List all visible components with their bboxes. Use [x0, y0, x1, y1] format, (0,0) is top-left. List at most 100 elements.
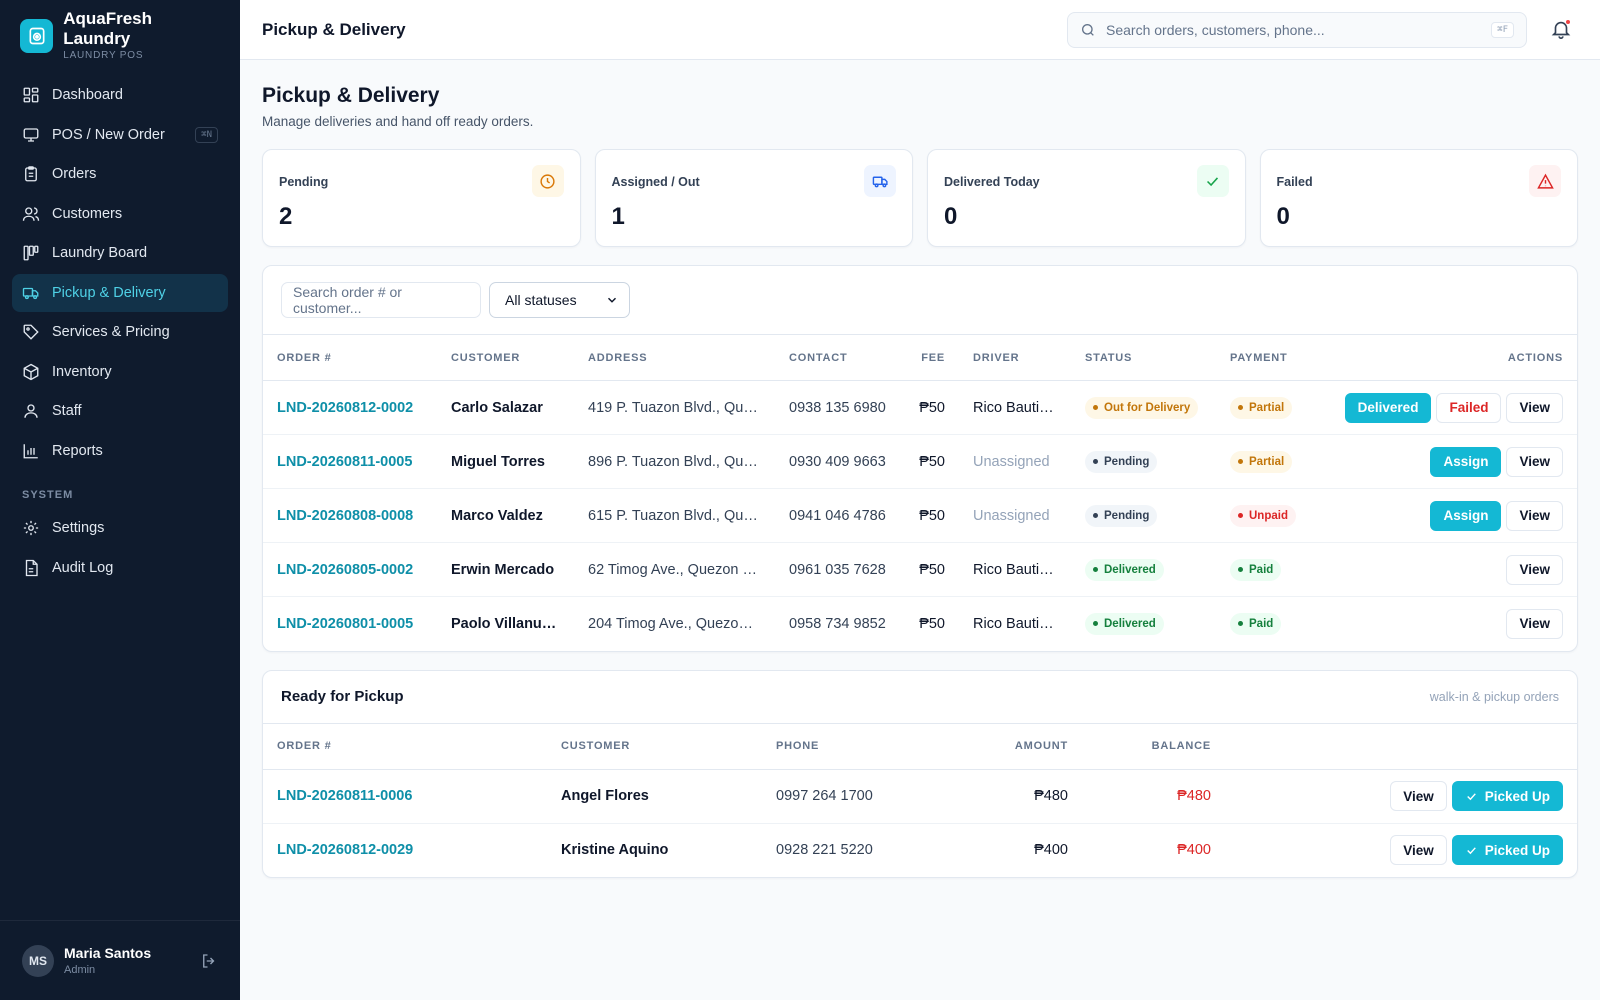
brand-subtitle: LAUNDRY POS: [63, 50, 144, 61]
driver: Unassigned: [959, 488, 1071, 543]
sidebar-item-services-pricing[interactable]: Services & Pricing: [12, 313, 228, 351]
view-button[interactable]: View: [1506, 446, 1563, 477]
payment-badge: Unpaid: [1230, 504, 1296, 527]
address: 204 Timog Ave., Quezon City: [588, 615, 775, 632]
column-header[interactable]: FEE: [905, 334, 959, 381]
balance: ₱400: [1177, 842, 1211, 859]
view-button[interactable]: View: [1390, 781, 1447, 811]
stat-value: 1: [611, 203, 625, 230]
sidebar-item-label: Dashboard: [52, 87, 123, 103]
column-header[interactable]: AMOUNT: [942, 722, 1082, 770]
column-header[interactable]: PAYMENT: [1216, 334, 1314, 381]
balance: ₱480: [1082, 769, 1225, 824]
customer-name: Kristine Aquino: [561, 842, 669, 859]
column-header[interactable]: CONTACT: [775, 334, 905, 381]
view-button[interactable]: View: [1390, 835, 1447, 866]
assign-button[interactable]: Assign: [1430, 446, 1502, 477]
sidebar-item-orders[interactable]: Orders: [12, 155, 228, 193]
view-button[interactable]: View: [1506, 392, 1563, 423]
stat-label: Failed: [1276, 175, 1313, 189]
order-link[interactable]: LND-20260812-0002: [263, 380, 437, 435]
mark-failed-button[interactable]: Failed: [1436, 392, 1502, 423]
sidebar-item-pos[interactable]: POS / New Order ⌘N: [12, 116, 228, 154]
sidebar-item-label: POS / New Order: [52, 126, 165, 143]
stat-value: 0: [1276, 203, 1290, 230]
picked-up-button[interactable]: Picked Up: [1451, 781, 1563, 811]
customer-name: Angel Flores: [547, 769, 762, 824]
picked-up-button[interactable]: Picked Up: [1451, 835, 1563, 866]
check-icon: [1196, 165, 1229, 197]
topbar-title: Pickup & Delivery: [262, 19, 406, 39]
status-badge: Delivered: [1085, 558, 1164, 581]
truck-icon: [22, 287, 39, 299]
customer-name: Carlo Salazar: [437, 380, 574, 435]
column-header[interactable]: BALANCE: [1082, 722, 1225, 770]
column-header[interactable]: CUSTOMER: [437, 334, 574, 381]
sidebar: AquaFresh Laundry LAUNDRY POS Dashboard …: [0, 0, 240, 1000]
view-button[interactable]: View: [1506, 608, 1563, 639]
logout-icon[interactable]: [200, 952, 218, 970]
order-link[interactable]: LND-20260808-0008: [263, 488, 437, 543]
column-header[interactable]: PHONE: [762, 722, 942, 770]
fee: ₱50: [905, 434, 959, 489]
status-filter-select[interactable]: All statuses: [489, 282, 630, 318]
status-badge: Out for Delivery: [1085, 396, 1199, 419]
view-button[interactable]: View: [1506, 500, 1563, 531]
assign-button[interactable]: Assign: [1430, 500, 1502, 531]
sidebar-item-label: Audit Log: [52, 559, 114, 576]
table-row: LND-20260808-0008 Marco Valdez 615 P. Tu…: [263, 488, 1577, 543]
order-link[interactable]: LND-20260811-0006: [263, 769, 547, 824]
stat-label: Pending: [279, 175, 329, 189]
search-icon: [1082, 24, 1094, 36]
monitor-icon: [23, 127, 39, 142]
sidebar-item-dashboard[interactable]: Dashboard: [12, 76, 228, 114]
column-header[interactable]: ORDER #: [263, 722, 547, 770]
fee: ₱50: [905, 542, 959, 597]
stat-value: 2: [279, 203, 293, 230]
order-link[interactable]: LND-20260801-0005: [277, 615, 414, 632]
driver: Rico Bautista: [973, 615, 1059, 632]
driver: Rico Bautista: [959, 380, 1071, 435]
box-icon: [23, 363, 39, 380]
sidebar-item-staff[interactable]: Staff: [12, 392, 228, 430]
stat-card-assigned: Assigned / Out 1: [594, 149, 913, 247]
order-link[interactable]: LND-20260811-0005: [263, 434, 437, 489]
tag-icon: [23, 324, 39, 340]
sidebar-item-label: Orders: [52, 166, 97, 182]
user-box: MS Maria Santos Admin: [0, 920, 240, 1000]
table-row: LND-20260805-0002 Erwin Mercado 62 Timog…: [263, 542, 1577, 597]
column-header[interactable]: DRIVER: [959, 334, 1071, 381]
table-row: LND-20260812-0029 Kristine Aquino 0928 2…: [263, 823, 1577, 877]
payment-badge: Partial: [1230, 396, 1293, 419]
column-header[interactable]: ADDRESS: [574, 334, 775, 381]
table-header-row: ORDER # CUSTOMER ADDRESS CONTACT FEE DRI…: [263, 334, 1577, 381]
notifications-button[interactable]: [1550, 18, 1572, 40]
sidebar-item-audit-log[interactable]: Audit Log: [12, 549, 228, 587]
order-link[interactable]: LND-20260805-0002: [263, 542, 437, 597]
picked-up-label: Picked Up: [1484, 788, 1550, 804]
driver: Rico Bautista: [959, 542, 1071, 597]
column-header[interactable]: CUSTOMER: [547, 722, 762, 770]
sidebar-item-pickup-delivery[interactable]: Pickup & Delivery: [12, 273, 228, 312]
sidebar-item-inventory[interactable]: Inventory: [12, 353, 228, 391]
sidebar-item-settings[interactable]: Settings: [12, 509, 228, 547]
sidebar-item-reports[interactable]: Reports: [12, 432, 228, 470]
order-search-input[interactable]: Search order # or customer...: [281, 282, 481, 318]
truck-icon: [864, 165, 896, 197]
table-row: LND-20260811-0006 Angel Flores 0997 264 …: [263, 769, 1577, 824]
brand: AquaFresh Laundry LAUNDRY POS: [0, 0, 240, 72]
table-header-row: ORDER # CUSTOMER PHONE AMOUNT BALANCE: [263, 722, 1577, 770]
column-header[interactable]: STATUS: [1071, 334, 1216, 381]
search-shortcut: ⌘F: [1491, 22, 1514, 38]
sidebar-item-customers[interactable]: Customers: [12, 195, 228, 233]
user-role: Admin: [64, 964, 96, 976]
stat-card-delivered-today: Delivered Today 0: [927, 149, 1246, 247]
view-button[interactable]: View: [1506, 554, 1563, 585]
order-link[interactable]: LND-20260812-0029: [277, 842, 414, 859]
column-header[interactable]: ORDER #: [263, 334, 437, 381]
global-search-input[interactable]: Search orders, customers, phone... ⌘F: [1067, 12, 1527, 48]
clock-icon: [531, 165, 564, 197]
sidebar-item-laundry-board[interactable]: Laundry Board: [12, 234, 228, 272]
mark-delivered-button[interactable]: Delivered: [1344, 392, 1432, 423]
washing-machine-icon: [20, 19, 54, 53]
